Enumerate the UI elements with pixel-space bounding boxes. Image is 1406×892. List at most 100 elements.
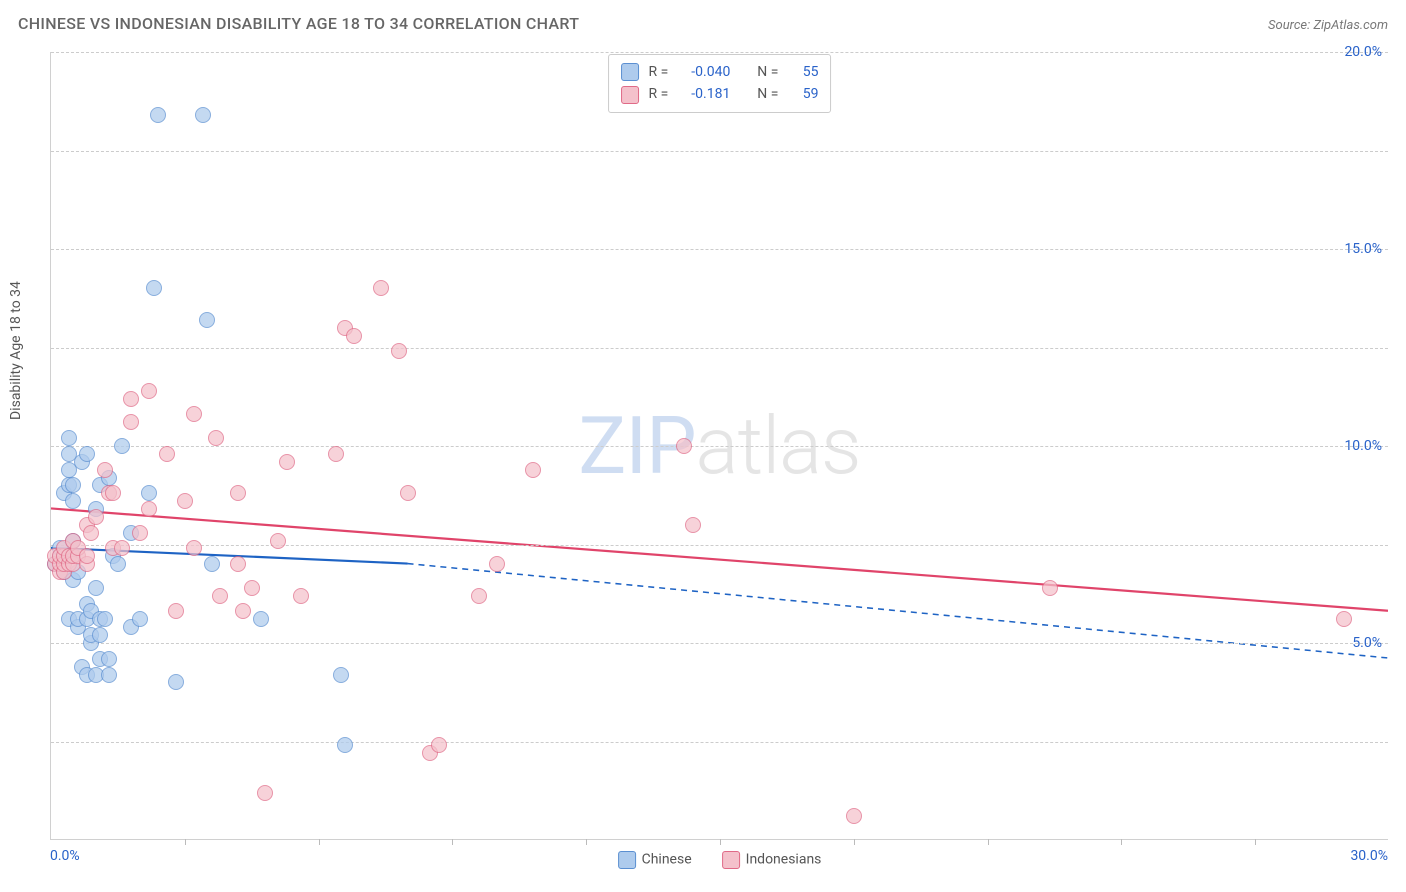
data-point-indonesians	[328, 446, 344, 462]
y-tick-label: 10.0%	[1344, 438, 1382, 454]
data-point-chinese	[253, 611, 269, 627]
data-point-indonesians	[230, 556, 246, 572]
data-point-indonesians	[212, 588, 228, 604]
source-prefix: Source:	[1268, 18, 1313, 33]
data-point-indonesians	[846, 808, 862, 824]
data-point-indonesians	[257, 785, 273, 801]
correlation-legend: R =-0.040 N =55R =-0.181 N =59	[608, 54, 832, 113]
data-point-indonesians	[123, 414, 139, 430]
data-point-indonesians	[141, 383, 157, 399]
data-point-chinese	[146, 280, 162, 296]
chart-title: CHINESE VS INDONESIAN DISABILITY AGE 18 …	[18, 14, 579, 33]
data-point-indonesians	[431, 737, 447, 753]
data-point-indonesians	[123, 391, 139, 407]
data-point-indonesians	[186, 406, 202, 422]
data-point-chinese	[150, 107, 166, 123]
legend-n-label: N =	[757, 61, 778, 83]
data-point-chinese	[168, 674, 184, 690]
x-axis-end-label: 30.0%	[1350, 848, 1388, 864]
legend-label-chinese: Chinese	[642, 852, 692, 868]
legend-n-label: N =	[757, 83, 778, 105]
x-tick	[586, 839, 587, 845]
gridline	[51, 52, 1388, 53]
data-point-indonesians	[235, 603, 251, 619]
data-point-indonesians	[373, 280, 389, 296]
data-point-chinese	[132, 611, 148, 627]
gridline	[51, 249, 1388, 250]
data-point-chinese	[114, 438, 130, 454]
legend-n-value-chinese: 55	[788, 61, 818, 83]
data-point-indonesians	[132, 525, 148, 541]
data-point-indonesians	[208, 430, 224, 446]
source-attribution: Source: ZipAtlas.com	[1268, 18, 1388, 33]
x-tick	[1255, 839, 1256, 845]
data-point-indonesians	[88, 509, 104, 525]
x-tick	[720, 839, 721, 845]
data-point-chinese	[97, 611, 113, 627]
data-point-chinese	[101, 667, 117, 683]
gridline	[51, 151, 1388, 152]
gridline	[51, 348, 1388, 349]
gridline	[51, 545, 1388, 546]
chart-container: CHINESE VS INDONESIAN DISABILITY AGE 18 …	[0, 0, 1406, 892]
x-tick	[452, 839, 453, 845]
data-point-indonesians	[79, 548, 95, 564]
gridline	[51, 742, 1388, 743]
data-point-indonesians	[489, 556, 505, 572]
data-point-indonesians	[471, 588, 487, 604]
data-point-chinese	[204, 556, 220, 572]
data-point-indonesians	[391, 343, 407, 359]
data-point-indonesians	[1042, 580, 1058, 596]
data-point-indonesians	[168, 603, 184, 619]
y-tick-label: 5.0%	[1352, 635, 1382, 651]
legend-swatch-chinese	[618, 851, 636, 869]
legend-r-value-chinese: -0.040	[678, 61, 730, 83]
y-tick-label: 15.0%	[1344, 241, 1382, 257]
data-point-chinese	[65, 493, 81, 509]
legend-swatch-indonesians	[722, 851, 740, 869]
data-point-chinese	[61, 430, 77, 446]
gridline	[51, 446, 1388, 447]
data-point-indonesians	[346, 328, 362, 344]
data-point-chinese	[337, 737, 353, 753]
data-point-chinese	[79, 446, 95, 462]
data-point-indonesians	[159, 446, 175, 462]
data-point-indonesians	[685, 517, 701, 533]
data-point-indonesians	[230, 485, 246, 501]
x-tick	[319, 839, 320, 845]
x-tick	[854, 839, 855, 845]
data-point-chinese	[333, 667, 349, 683]
data-point-chinese	[92, 627, 108, 643]
data-point-indonesians	[279, 454, 295, 470]
legend-item-indonesians: Indonesians	[722, 851, 822, 869]
data-point-indonesians	[244, 580, 260, 596]
data-point-chinese	[110, 556, 126, 572]
data-point-indonesians	[97, 462, 113, 478]
data-point-chinese	[101, 651, 117, 667]
data-point-chinese	[65, 477, 81, 493]
legend-swatch-chinese	[621, 63, 639, 81]
legend-stat-row-chinese: R =-0.040 N =55	[621, 61, 819, 83]
data-point-indonesians	[186, 540, 202, 556]
legend-item-chinese: Chinese	[618, 851, 692, 869]
data-point-indonesians	[114, 540, 130, 556]
data-point-indonesians	[141, 501, 157, 517]
legend-swatch-indonesians	[621, 86, 639, 104]
data-point-indonesians	[83, 525, 99, 541]
data-point-indonesians	[676, 438, 692, 454]
legend-label-indonesians: Indonesians	[746, 852, 822, 868]
data-point-indonesians	[400, 485, 416, 501]
x-tick	[988, 839, 989, 845]
data-point-indonesians	[270, 533, 286, 549]
y-tick-label: 20.0%	[1344, 44, 1382, 60]
data-point-chinese	[195, 107, 211, 123]
legend-stat-row-indonesians: R =-0.181 N =59	[621, 83, 819, 105]
data-point-indonesians	[293, 588, 309, 604]
data-point-indonesians	[177, 493, 193, 509]
plot-area: ZIPatlas R =-0.040 N =55R =-0.181 N =59 …	[50, 52, 1388, 840]
gridline	[51, 643, 1388, 644]
data-point-indonesians	[105, 485, 121, 501]
data-point-chinese	[141, 485, 157, 501]
y-axis-label: Disability Age 18 to 34	[8, 281, 24, 420]
title-bar: CHINESE VS INDONESIAN DISABILITY AGE 18 …	[18, 14, 1388, 33]
